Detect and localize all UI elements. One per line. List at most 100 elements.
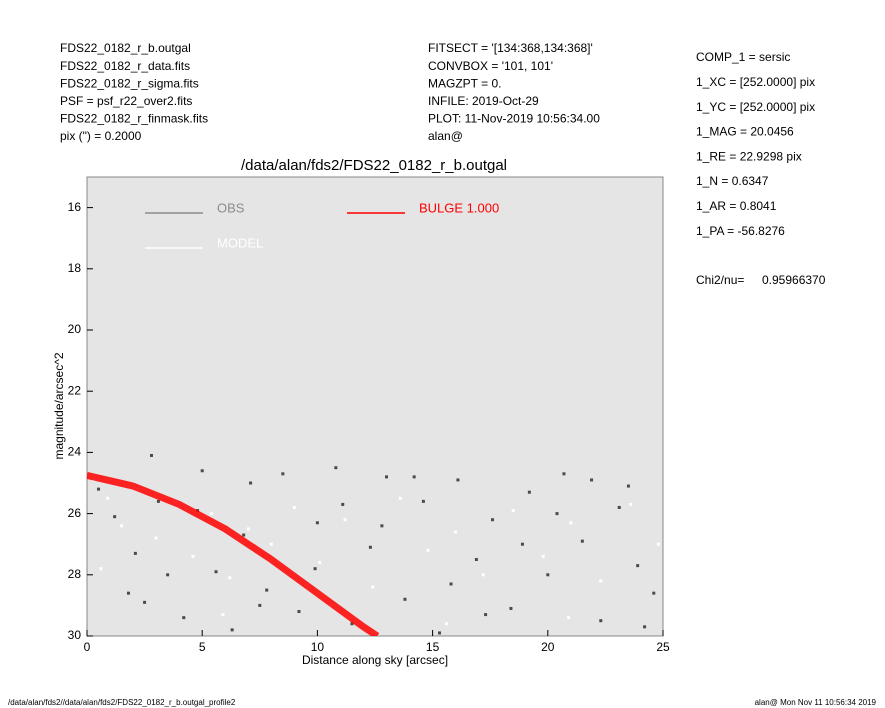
data-point bbox=[444, 622, 448, 626]
data-point bbox=[385, 475, 389, 479]
data-point bbox=[421, 499, 425, 503]
data-point bbox=[334, 466, 338, 470]
header-left-line: FDS22_0182_r_b.outgal bbox=[60, 41, 191, 55]
data-point bbox=[403, 597, 407, 601]
data-point bbox=[200, 469, 204, 473]
fit-parameter: 1_PA = -56.8276 bbox=[696, 224, 785, 238]
data-point bbox=[599, 619, 603, 623]
data-point bbox=[341, 502, 345, 506]
header-middle-line: MAGZPT = 0. bbox=[428, 76, 501, 90]
plot-area bbox=[86, 176, 664, 637]
data-point bbox=[350, 622, 354, 626]
data-point bbox=[491, 518, 495, 522]
data-point bbox=[656, 542, 660, 546]
data-point bbox=[643, 625, 647, 629]
data-point bbox=[555, 512, 559, 516]
header-left-line: FDS22_0182_r_finmask.fits bbox=[60, 112, 208, 126]
y-axis-label: magnitude/arcsec^2 bbox=[52, 352, 66, 459]
data-point bbox=[249, 481, 253, 485]
x-axis-label: Distance along sky [arcsec] bbox=[302, 653, 448, 667]
header-left-line: FDS22_0182_r_sigma.fits bbox=[60, 76, 199, 90]
data-point bbox=[242, 533, 246, 537]
fit-parameter: 1_RE = 22.9298 pix bbox=[696, 149, 802, 163]
x-tick-label: 10 bbox=[311, 640, 325, 654]
footer-path: /data/alan/fds2//data/alan/fds2/FDS22_01… bbox=[8, 698, 236, 707]
data-point bbox=[133, 551, 137, 555]
data-point bbox=[318, 561, 322, 565]
data-point bbox=[156, 499, 160, 503]
header-left-line: PSF = psf_r22_over2.fits bbox=[60, 94, 192, 108]
y-tick-label: 16 bbox=[68, 200, 82, 214]
y-tick-label: 30 bbox=[68, 628, 82, 642]
fit-parameter: COMP_1 = sersic bbox=[696, 50, 790, 64]
header-middle-line: INFILE: 2019-Oct-29 bbox=[428, 94, 539, 108]
data-point bbox=[209, 512, 213, 516]
header-left-line: pix (") = 0.2000 bbox=[60, 129, 142, 143]
data-point bbox=[481, 573, 485, 577]
data-point bbox=[474, 558, 478, 561]
y-tick-label: 22 bbox=[68, 383, 82, 397]
chart-title: /data/alan/fds2/FDS22_0182_r_b.outgal bbox=[241, 157, 507, 174]
fit-parameter: 1_MAG = 20.0456 bbox=[696, 125, 794, 139]
data-point bbox=[297, 610, 301, 614]
data-point bbox=[315, 521, 319, 525]
data-point bbox=[636, 564, 640, 568]
data-point bbox=[258, 603, 262, 607]
legend-label: MODEL bbox=[217, 235, 263, 250]
data-point bbox=[652, 591, 656, 595]
data-point bbox=[150, 453, 154, 457]
data-point bbox=[313, 567, 317, 571]
x-tick-label: 15 bbox=[426, 640, 440, 654]
data-point bbox=[541, 554, 545, 558]
x-tick-label: 0 bbox=[84, 640, 91, 654]
data-point bbox=[454, 530, 458, 534]
data-point bbox=[569, 521, 573, 525]
data-point bbox=[154, 536, 158, 540]
data-point bbox=[214, 570, 218, 574]
footer-date: alan@ Mon Nov 11 10:56:34 2019 bbox=[755, 698, 877, 707]
legend-label: BULGE 1.000 bbox=[419, 200, 499, 215]
data-point bbox=[520, 542, 524, 546]
data-point bbox=[412, 475, 416, 479]
data-point bbox=[456, 478, 460, 482]
header-left-line: FDS22_0182_r_data.fits bbox=[60, 59, 190, 73]
data-point bbox=[562, 472, 566, 476]
y-tick-label: 20 bbox=[68, 322, 82, 336]
data-point bbox=[143, 600, 147, 604]
data-point bbox=[398, 496, 402, 500]
header-middle-line: PLOT: 11-Nov-2019 10:56:34.00 bbox=[428, 112, 600, 126]
data-point bbox=[484, 613, 488, 617]
chi2-label: Chi2/nu= bbox=[696, 273, 744, 287]
y-tick-label: 26 bbox=[68, 506, 82, 520]
data-point bbox=[546, 573, 550, 577]
data-point bbox=[509, 606, 513, 610]
data-point bbox=[106, 496, 110, 500]
y-tick-label: 28 bbox=[68, 567, 82, 581]
x-tick-label: 20 bbox=[541, 640, 555, 654]
header-middle-line: alan@ bbox=[428, 129, 463, 143]
y-tick-label: 18 bbox=[68, 261, 82, 275]
data-point bbox=[380, 524, 384, 528]
data-point bbox=[629, 502, 633, 506]
data-point bbox=[343, 518, 347, 522]
x-tick-label: 5 bbox=[199, 640, 206, 654]
fit-parameter: 1_YC = [252.0000] pix bbox=[696, 100, 815, 114]
data-point bbox=[292, 505, 296, 509]
fit-parameter: 1_AR = 0.8041 bbox=[696, 199, 777, 213]
data-point bbox=[126, 591, 130, 595]
chi2-value: 0.95966370 bbox=[762, 273, 826, 287]
data-point bbox=[269, 542, 273, 546]
data-point bbox=[281, 472, 285, 476]
data-point bbox=[99, 567, 103, 571]
legend-label: OBS bbox=[217, 200, 245, 215]
data-point bbox=[527, 490, 531, 494]
header-middle-line: CONVBOX = '101, 101' bbox=[428, 59, 553, 73]
data-point bbox=[626, 484, 630, 488]
data-point bbox=[228, 576, 232, 580]
data-point bbox=[97, 487, 101, 491]
data-point bbox=[265, 588, 269, 592]
data-point bbox=[580, 539, 584, 543]
data-point bbox=[166, 573, 170, 577]
data-point bbox=[371, 585, 375, 589]
